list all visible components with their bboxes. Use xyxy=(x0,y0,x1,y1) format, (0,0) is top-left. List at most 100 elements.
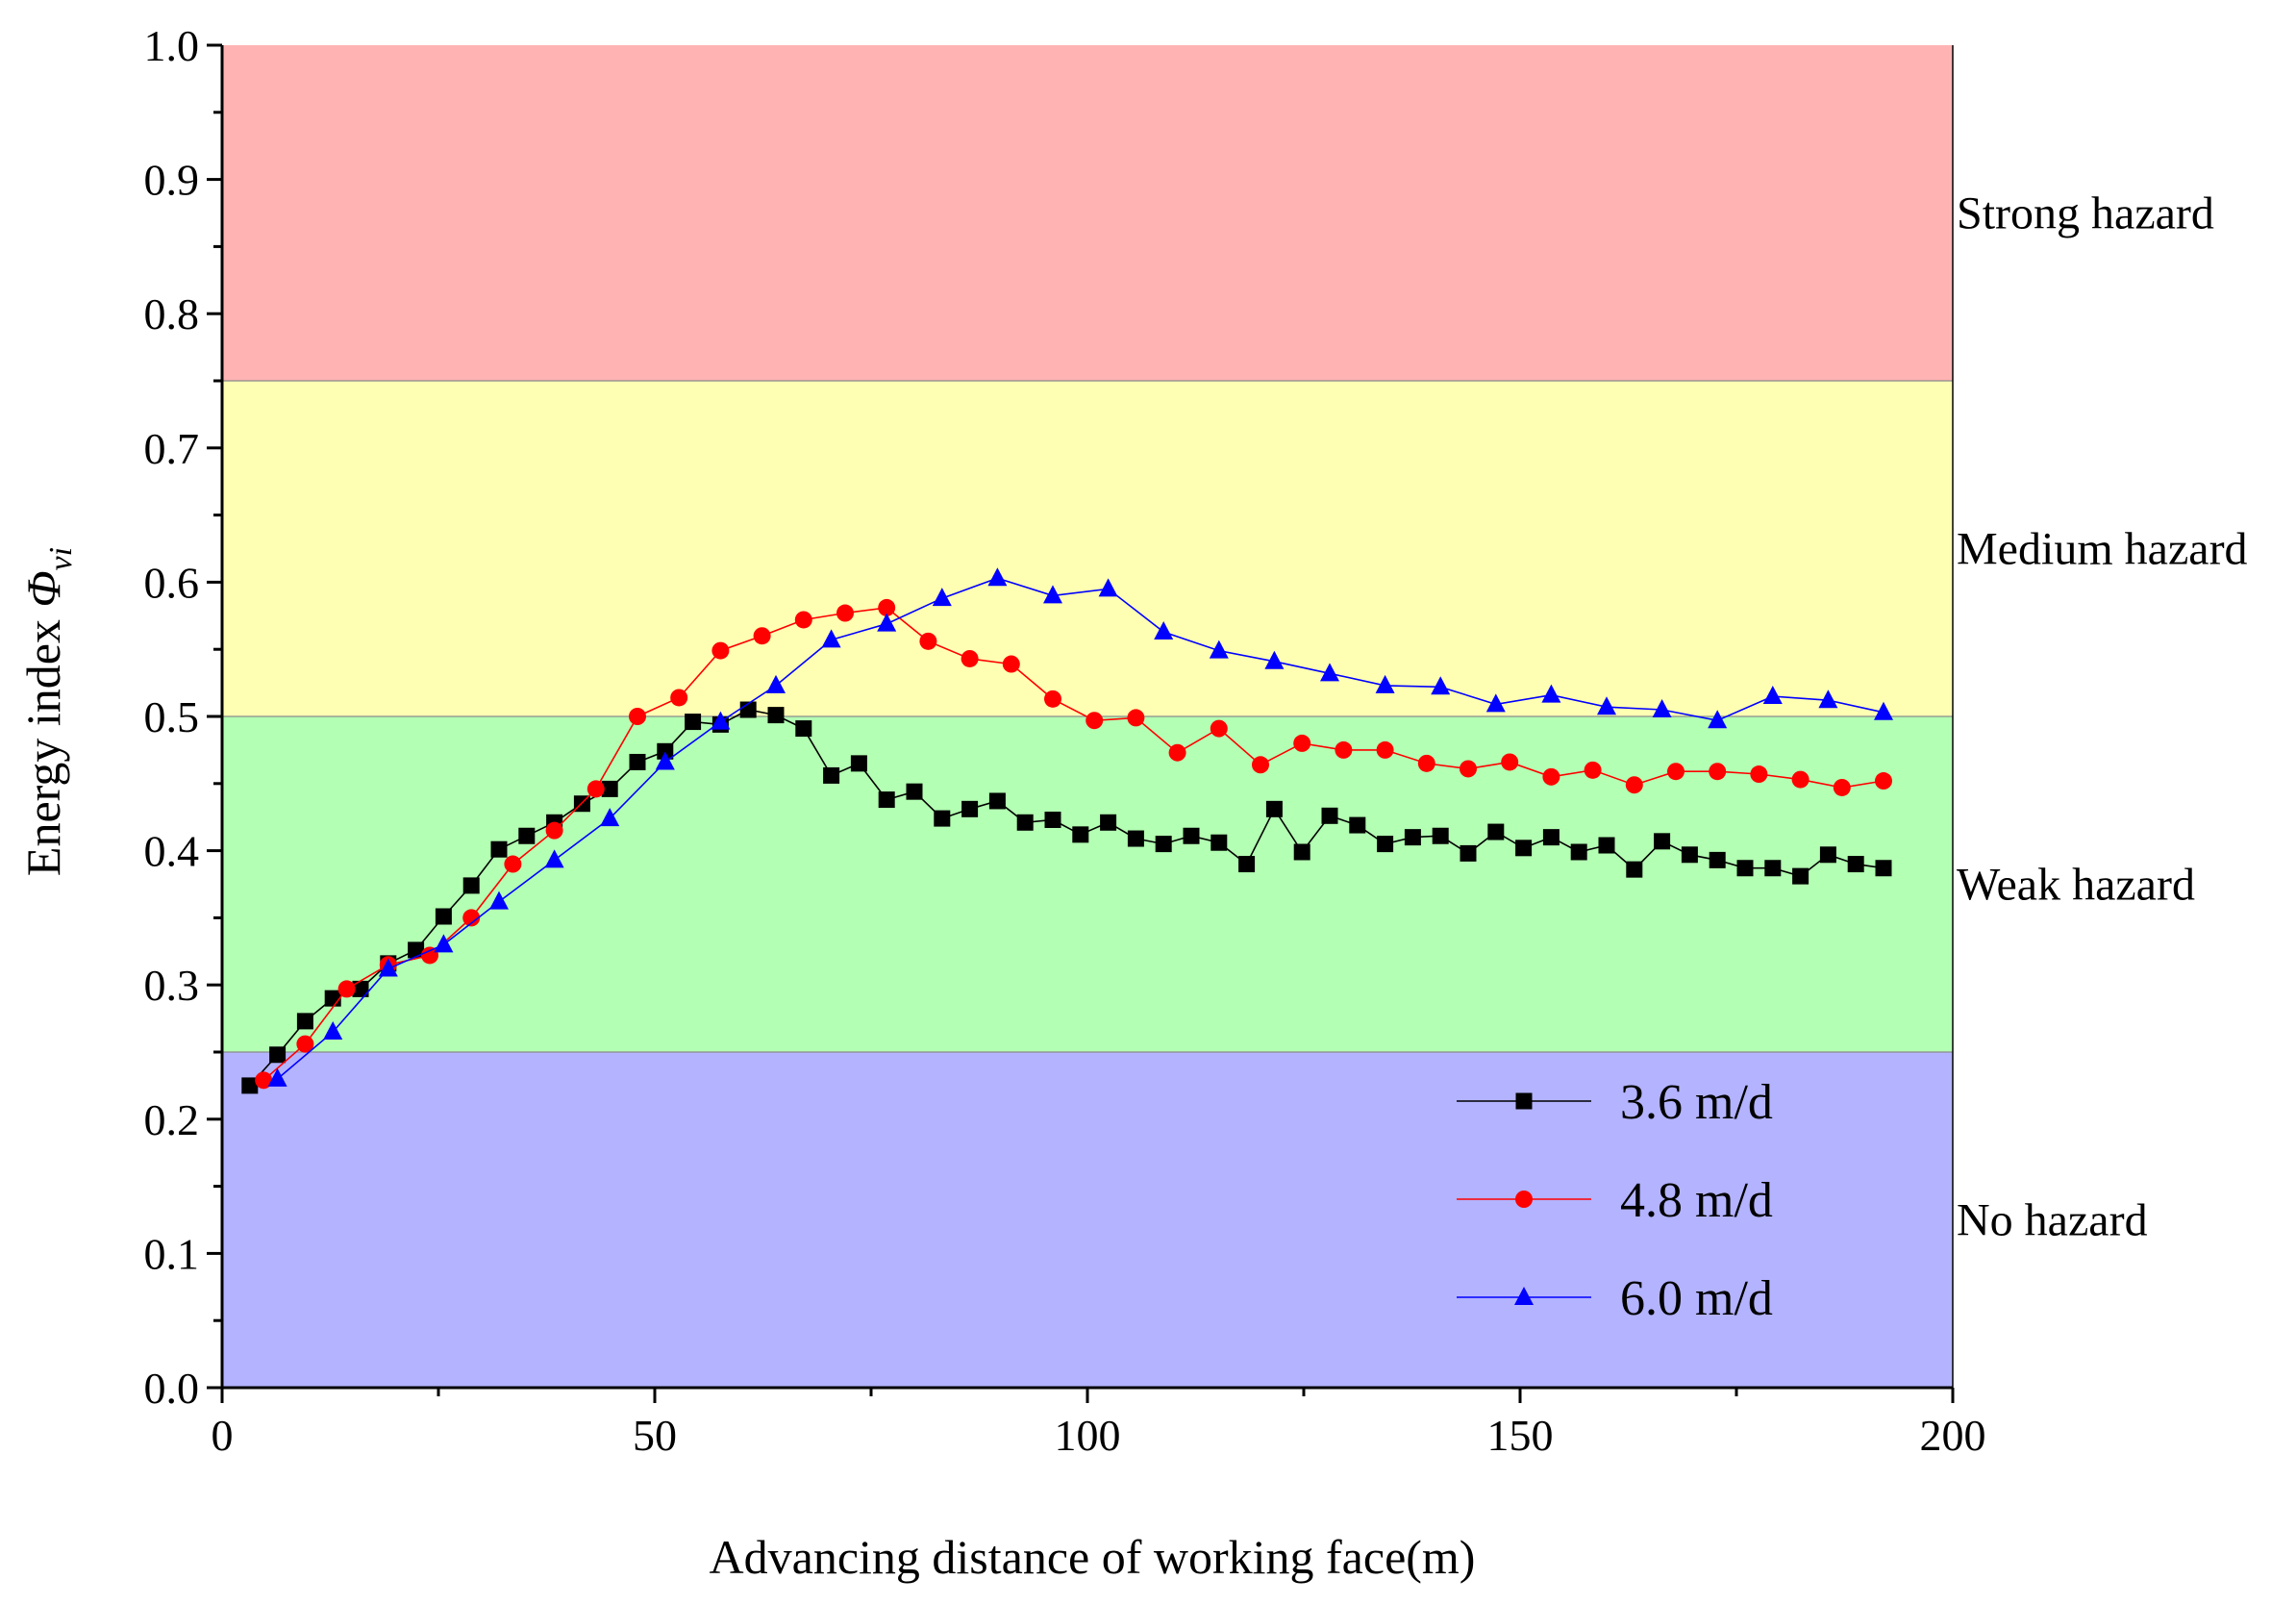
y-axis-title-symbol: Φ xyxy=(16,570,70,607)
data-point-1-10 xyxy=(670,689,688,707)
data-point-1-29 xyxy=(1460,760,1477,778)
data-point-1-21 xyxy=(1127,709,1145,727)
data-point-0-59 xyxy=(1875,860,1892,877)
series-line-1 xyxy=(262,607,1884,1081)
data-point-2-10 xyxy=(821,629,841,648)
data-point-0-16 xyxy=(685,714,702,731)
data-point-0-8 xyxy=(462,877,480,894)
data-point-1-25 xyxy=(1293,734,1311,752)
data-point-2-2 xyxy=(378,958,398,977)
data-point-0-54 xyxy=(1736,860,1754,877)
data-point-0-41 xyxy=(1377,836,1394,853)
y-tick-label-2: 0.2 xyxy=(144,1095,200,1144)
data-point-2-29 xyxy=(1874,701,1893,720)
y-axis-title: Energy index Φvi xyxy=(16,547,79,876)
data-point-0-21 xyxy=(823,766,840,784)
data-point-0-33 xyxy=(1155,836,1172,853)
data-point-1-28 xyxy=(1417,754,1435,772)
x-tick-label-4: 200 xyxy=(1920,1411,1986,1460)
data-point-1-13 xyxy=(794,611,812,629)
data-point-0-34 xyxy=(1183,827,1200,844)
data-point-2-5 xyxy=(544,849,564,868)
data-point-1-34 xyxy=(1667,763,1685,781)
data-point-1-8 xyxy=(586,780,605,798)
data-point-2-14 xyxy=(1043,585,1062,604)
series-layer xyxy=(241,567,1893,1094)
data-point-1-33 xyxy=(1625,776,1643,794)
data-point-0-32 xyxy=(1127,830,1144,847)
x-tick-label-3: 150 xyxy=(1487,1411,1554,1460)
data-point-0-15 xyxy=(657,742,674,760)
data-point-0-10 xyxy=(518,827,536,844)
data-point-0-43 xyxy=(1432,827,1449,844)
data-point-1-0 xyxy=(255,1071,273,1090)
data-point-1-11 xyxy=(711,641,730,660)
data-point-0-44 xyxy=(1460,844,1477,862)
hazard-zone-0 xyxy=(222,1052,1953,1388)
data-point-1-4 xyxy=(421,946,438,965)
y-tick-label-10: 1.0 xyxy=(144,21,200,70)
series-line-2 xyxy=(277,577,1884,1080)
data-point-1-32 xyxy=(1584,761,1602,779)
data-point-0-48 xyxy=(1570,843,1587,861)
data-point-0-22 xyxy=(850,755,867,772)
data-point-0-23 xyxy=(878,791,895,809)
x-tick-label-2: 100 xyxy=(1055,1411,1121,1460)
hazard-zone-3 xyxy=(222,45,1953,381)
data-point-0-56 xyxy=(1792,867,1809,885)
legend-marker-2 xyxy=(1514,1287,1534,1305)
series-0 xyxy=(241,701,1892,1094)
data-point-2-16 xyxy=(1154,621,1174,640)
data-point-1-23 xyxy=(1210,719,1228,738)
data-point-0-49 xyxy=(1598,837,1615,854)
zone-label-0: No hazard xyxy=(1957,1195,2148,1246)
data-point-1-6 xyxy=(504,855,522,873)
data-point-0-39 xyxy=(1321,807,1338,824)
data-point-2-0 xyxy=(267,1067,287,1087)
data-point-0-45 xyxy=(1487,823,1505,840)
data-point-1-5 xyxy=(462,909,481,927)
data-point-0-36 xyxy=(1238,856,1256,873)
data-point-2-12 xyxy=(932,588,952,607)
y-tick-label-1: 0.1 xyxy=(144,1229,200,1278)
hazard-zone-2 xyxy=(222,381,1953,716)
data-point-0-26 xyxy=(961,800,979,817)
data-point-2-3 xyxy=(434,934,454,953)
data-point-0-0 xyxy=(241,1077,259,1094)
axes: 0.0 0.1 0.2 0.3 0.4 0.5 0.6 0.7 0.8 0.9 1.0 0 50 100 1… xyxy=(144,21,1986,1460)
data-point-2-11 xyxy=(877,613,897,632)
data-point-0-27 xyxy=(988,792,1006,810)
legend-marker-0 xyxy=(1515,1092,1533,1110)
data-point-0-52 xyxy=(1681,846,1698,864)
data-point-0-47 xyxy=(1542,829,1560,846)
data-point-0-24 xyxy=(906,783,923,800)
data-point-2-6 xyxy=(600,808,620,827)
data-point-0-58 xyxy=(1847,856,1864,873)
y-axis-title-text: Energy index xyxy=(16,608,70,877)
zone-label-3: Strong hazard xyxy=(1957,188,2214,239)
y-tick-label-0: 0.0 xyxy=(144,1364,200,1413)
data-point-1-14 xyxy=(836,604,854,622)
data-point-0-51 xyxy=(1654,833,1671,850)
data-point-1-35 xyxy=(1709,763,1727,781)
data-point-0-9 xyxy=(490,840,508,858)
y-tick-label-3: 0.3 xyxy=(144,961,200,1010)
data-point-2-15 xyxy=(1098,578,1118,597)
data-point-1-17 xyxy=(961,649,979,667)
data-point-0-13 xyxy=(601,780,618,797)
data-point-1-12 xyxy=(753,627,771,645)
x-tick-label-1: 50 xyxy=(633,1411,677,1460)
legend: 3.6 m/d 4.8 m/d 6.0 m/d xyxy=(1457,1075,1773,1326)
data-point-1-37 xyxy=(1791,770,1809,789)
y-tick-label-6: 0.6 xyxy=(144,558,200,607)
data-point-1-24 xyxy=(1252,756,1269,774)
data-point-0-2 xyxy=(296,1013,313,1030)
data-point-2-26 xyxy=(1708,710,1728,729)
data-point-0-1 xyxy=(269,1046,287,1064)
hazard-zones xyxy=(222,45,1953,1388)
data-point-0-25 xyxy=(934,810,951,827)
hazard-zone-1 xyxy=(222,716,1953,1052)
data-point-1-31 xyxy=(1542,767,1560,786)
zone-labels: No hazard Weak hazard Medium hazard Strong … xyxy=(1957,188,2248,1246)
y-axis-title-subscript: vi xyxy=(43,547,79,571)
